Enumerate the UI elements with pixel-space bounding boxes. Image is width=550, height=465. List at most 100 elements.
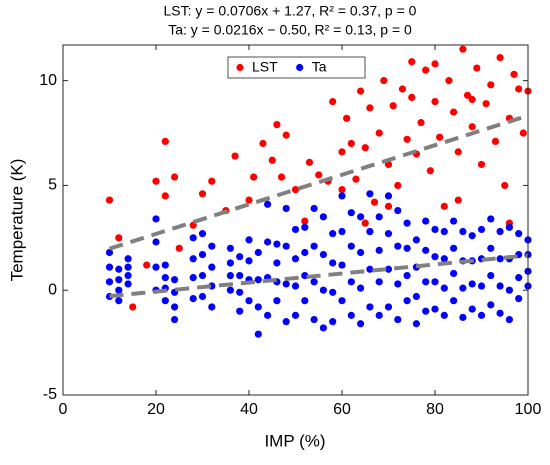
point [389, 102, 397, 110]
point [264, 238, 272, 246]
point [431, 305, 439, 313]
point [236, 271, 244, 280]
point [105, 263, 114, 271]
point [454, 196, 462, 204]
point [496, 255, 504, 263]
point [505, 315, 513, 324]
point [254, 303, 262, 311]
point [431, 225, 439, 234]
point [515, 294, 523, 303]
point [375, 246, 383, 254]
point [236, 288, 244, 296]
point [450, 217, 458, 225]
point [394, 315, 402, 324]
point [440, 311, 448, 319]
point [357, 87, 365, 95]
point [487, 301, 495, 309]
point [417, 118, 425, 127]
point [315, 171, 323, 179]
point [171, 315, 179, 324]
point [468, 280, 476, 288]
point [347, 209, 355, 217]
point [105, 196, 114, 204]
point [445, 77, 453, 85]
point [236, 307, 244, 315]
point [291, 282, 300, 290]
point [129, 303, 137, 311]
legend-marker [296, 63, 304, 72]
point [301, 217, 309, 225]
point [496, 53, 504, 62]
point [375, 278, 383, 286]
point [505, 223, 513, 231]
point [515, 85, 523, 93]
x-tick-label: 0 [59, 401, 68, 418]
trend-line [109, 253, 529, 299]
point [115, 265, 123, 273]
point [501, 181, 509, 190]
point [124, 255, 132, 263]
point [468, 95, 476, 104]
point [482, 100, 490, 108]
point [454, 148, 462, 156]
point [319, 250, 327, 259]
point [329, 97, 337, 106]
point [264, 200, 272, 208]
point [291, 186, 300, 194]
point [473, 64, 481, 72]
point [403, 244, 411, 252]
point [277, 173, 286, 181]
point [310, 242, 318, 250]
point [347, 278, 355, 286]
point [477, 160, 486, 169]
y-axis-label: Temperature (K) [7, 159, 26, 282]
point [115, 286, 123, 294]
point [124, 271, 132, 280]
point [398, 85, 407, 93]
point [347, 242, 355, 250]
point [450, 244, 458, 252]
point [384, 303, 393, 311]
point [301, 297, 309, 305]
point [412, 320, 420, 328]
point [459, 313, 467, 322]
point [496, 309, 504, 317]
point [491, 137, 500, 146]
legend-label: Ta [312, 59, 327, 75]
point [268, 156, 276, 164]
point [175, 244, 183, 252]
point [338, 261, 346, 269]
point [115, 276, 123, 284]
point [422, 278, 430, 286]
y-tick-label: 0 [48, 281, 57, 298]
point [357, 213, 365, 221]
point [361, 219, 369, 227]
point [431, 60, 439, 68]
point [463, 91, 472, 99]
point [380, 77, 388, 85]
point [487, 271, 495, 280]
point [450, 269, 458, 278]
point [468, 305, 476, 313]
point [189, 234, 197, 242]
point [487, 81, 495, 89]
point [477, 225, 486, 234]
point [440, 227, 448, 236]
point [236, 253, 244, 261]
point [519, 129, 527, 137]
title-line: LST: y = 0.0706x + 1.27, R² = 0.37, p = … [164, 3, 417, 19]
point [301, 271, 309, 280]
point [366, 265, 374, 273]
point [408, 93, 416, 101]
title-line: Ta: y = 0.0216x − 0.50, R² = 0.13, p = 0 [168, 22, 412, 38]
point [440, 202, 448, 210]
point [468, 232, 476, 240]
point [496, 282, 504, 290]
point [403, 297, 411, 305]
point [282, 131, 290, 139]
point [384, 202, 393, 210]
point [343, 114, 351, 122]
point [329, 259, 337, 267]
point [282, 318, 290, 326]
point [468, 123, 476, 131]
